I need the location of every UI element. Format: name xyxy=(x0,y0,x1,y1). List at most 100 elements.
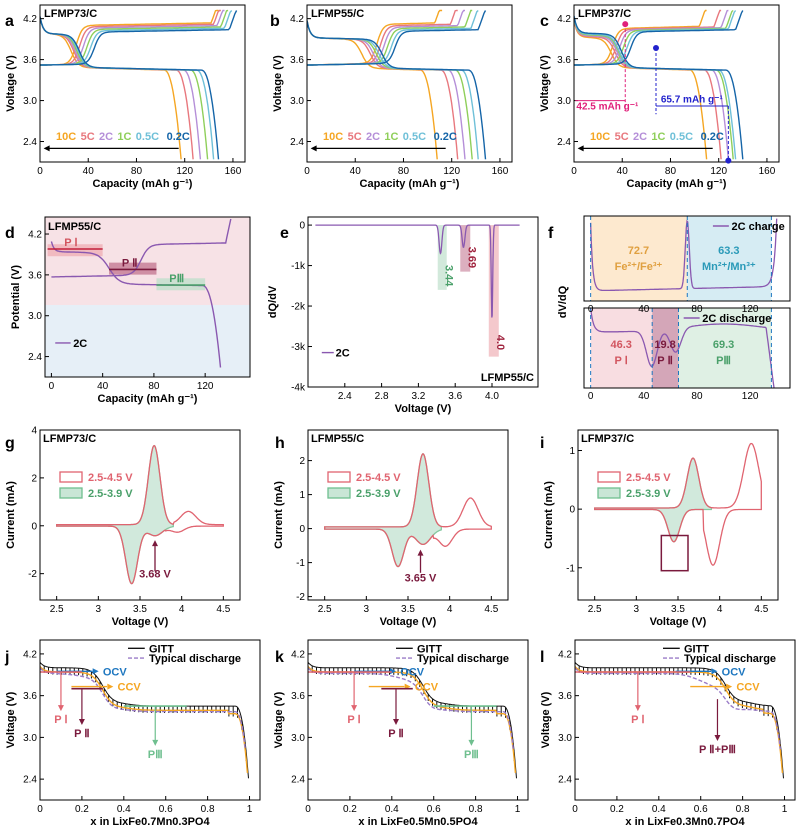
marker-dot xyxy=(622,21,629,28)
cv-inner-loop xyxy=(56,444,174,585)
panel-title: LFMP73/C xyxy=(43,433,96,445)
x-tick-label: 0 xyxy=(49,381,55,392)
y-tick-label: 2.4 xyxy=(291,775,305,786)
x-tick-label: 4.0 xyxy=(485,391,499,402)
legend-label: 2.5-3.9 V xyxy=(356,488,401,500)
y-axis-label: dQ/dV xyxy=(267,285,279,318)
region-label: P Ⅱ xyxy=(122,257,138,269)
peak-label: 4.0 xyxy=(494,335,506,350)
x-tick-label: 0.2 xyxy=(343,804,357,815)
phase-label: P Ⅱ+PⅢ xyxy=(699,744,736,756)
phase-arrowhead xyxy=(152,739,159,746)
x-tick-label: 3.2 xyxy=(411,391,425,402)
y-tick-label: 4.2 xyxy=(558,649,572,660)
x-tick-label: 120 xyxy=(742,391,759,402)
x-axis-label: Capacity (mAh g⁻¹) xyxy=(93,178,193,190)
y-tick-label: 3.0 xyxy=(23,96,37,107)
panel-i: 2.5 3 3.5 4 4.5 -1 0 1 Voltage (V) Current (mA) LF… xyxy=(543,429,779,628)
ccv-label: CCV xyxy=(118,682,142,694)
y-tick-label: -4k xyxy=(291,383,306,394)
legend-rate: 2C xyxy=(99,131,113,143)
cv-outer-loop xyxy=(594,442,762,566)
gitt-pulses xyxy=(307,661,517,779)
region-value: 63.3 xyxy=(718,245,739,257)
bg-charge xyxy=(45,217,250,305)
legend-swatch xyxy=(327,471,351,483)
x-axis-label: Voltage (V) xyxy=(380,616,437,628)
legend-rate: 2C xyxy=(633,131,647,143)
peak-label: 3.44 xyxy=(442,265,454,287)
region-label: P Ⅱ xyxy=(657,355,673,367)
legend-rate: 0.2C xyxy=(701,131,724,143)
plot-frame xyxy=(39,639,261,801)
discharge-curve xyxy=(574,15,744,160)
x-tick-label: 0.2 xyxy=(610,804,624,815)
y-tick-label: 2.4 xyxy=(28,352,42,363)
phase-label: PⅢ xyxy=(148,749,163,761)
panel-letter: f xyxy=(548,225,554,242)
peak-label: 3.69 xyxy=(465,247,477,268)
legend-swatch xyxy=(597,471,621,483)
x-axis-label: x in LixFe0.5Mn0.5PO4 xyxy=(358,816,478,828)
y-axis-label: Voltage (V) xyxy=(272,55,284,112)
legend-label: GITT xyxy=(417,643,442,655)
x-tick-label: 0 xyxy=(572,804,578,815)
legend-label: 2.5-3.9 V xyxy=(626,488,671,500)
panel-title: LFMP55/C xyxy=(311,8,364,20)
x-tick-label: 80 xyxy=(665,166,677,177)
highlight-box xyxy=(660,534,689,572)
y-axis-label: Voltage (V) xyxy=(540,691,552,748)
y-tick-label: 3.6 xyxy=(23,55,37,66)
marker-dot xyxy=(725,157,732,164)
legend-label: 2.5-4.5 V xyxy=(88,472,133,484)
x-tick-label: 160 xyxy=(225,166,242,177)
panel-d: P Ⅰ P Ⅱ PⅢ 2C 0 40 80 120 2.4 3.0 3.6 4.2 Capacity (… xyxy=(10,216,251,405)
gitt-pulses xyxy=(39,661,249,779)
legend-rate: 5C xyxy=(81,131,95,143)
x-tick-label: 0 xyxy=(305,804,311,815)
curves xyxy=(307,9,487,160)
ccv-arrowhead xyxy=(107,683,114,690)
discharge-curve xyxy=(40,16,220,160)
charge-curve xyxy=(40,9,221,66)
y-axis-label: Voltage (V) xyxy=(5,691,17,748)
plot-frame xyxy=(307,639,529,801)
x-axis-label: Voltage (V) xyxy=(650,616,707,628)
x-tick-label: 0 xyxy=(588,391,594,402)
cv-outer-loop xyxy=(324,453,492,568)
phase-arrowhead xyxy=(468,739,475,746)
x-tick-label: 3.5 xyxy=(671,604,685,615)
gitt-curve xyxy=(574,661,784,779)
capacity-annotation: 65.7 mAh g⁻¹ xyxy=(661,95,724,106)
y-tick-label: -1 xyxy=(566,563,575,574)
legend-label: 2.5-4.5 V xyxy=(626,472,671,484)
phase-label: PⅢ xyxy=(464,749,479,761)
x-tick-label: 0 xyxy=(571,166,577,177)
legend-label: GITT xyxy=(684,643,709,655)
y-axis-label: Voltage (V) xyxy=(5,55,17,112)
charge-curve xyxy=(40,10,238,66)
ccv-curve xyxy=(307,665,517,773)
panel-letter: d xyxy=(5,225,15,242)
x-tick-label: 80 xyxy=(691,391,703,402)
legend-rate: 1C xyxy=(384,131,398,143)
panel-letter: l xyxy=(540,649,544,666)
x-tick-label: 0.8 xyxy=(201,804,215,815)
y-tick-label: 1 xyxy=(569,446,575,457)
panel-title: LFMP37/C xyxy=(578,8,631,20)
y-tick-label: 2.4 xyxy=(23,775,37,786)
x-tick-label: 3 xyxy=(96,604,102,615)
plot-frame xyxy=(583,307,791,389)
phase-label: P Ⅱ xyxy=(74,728,90,740)
y-tick-label: 4.2 xyxy=(291,649,305,660)
legend-swatch xyxy=(59,471,83,483)
y-tick-label: 2.4 xyxy=(23,137,37,148)
y-tick-label: 4.2 xyxy=(23,14,37,25)
x-tick-label: 160 xyxy=(492,166,509,177)
phase-arrowhead xyxy=(634,705,641,712)
y-axis-label: Current (mA) xyxy=(5,481,17,549)
phase-label: P Ⅱ xyxy=(388,728,404,740)
y-tick-label: 3.0 xyxy=(290,96,304,107)
